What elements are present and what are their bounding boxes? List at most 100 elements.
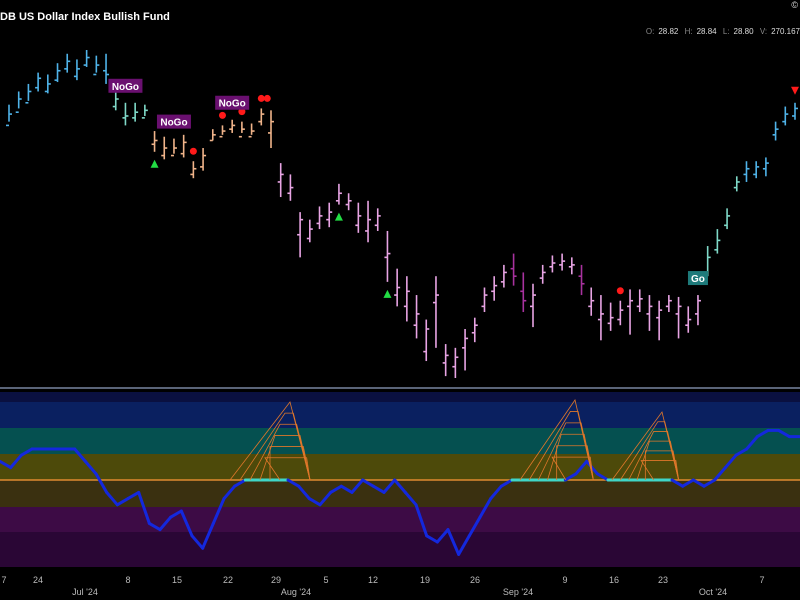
open-label: O:: [645, 27, 655, 36]
oscillator-segment: [201, 521, 215, 550]
go-up-triangle: [383, 289, 392, 298]
oscillator-segment: [361, 478, 375, 488]
oscillator-segment: [147, 521, 162, 532]
oscillator-segment: [126, 490, 141, 501]
chart-title: DB US Dollar Index Bullish Fund: [0, 11, 170, 23]
oscillator-segment: [339, 484, 354, 494]
x-tick-label: 7: [1, 575, 6, 585]
oscillator-segment: [211, 497, 226, 525]
oscillator-segment: [83, 459, 98, 476]
oscillator-segment: [574, 459, 589, 476]
x-tick-label: 26: [470, 575, 480, 585]
oscillator-segment: [297, 484, 311, 501]
oscillator-segment: [499, 478, 514, 488]
squeeze-fan: [556, 445, 594, 481]
oscillator-segment: [73, 447, 87, 463]
oscillator-segment: [0, 459, 13, 470]
x-tick-label: Aug '24: [281, 587, 311, 597]
oscillator-segment: [350, 478, 365, 494]
oscillator-segment: [371, 484, 386, 494]
squeeze-fan: [644, 450, 680, 481]
trend-label-box: [156, 114, 191, 129]
oscillator-segment: [179, 509, 194, 538]
oscillator-segment: [382, 478, 397, 494]
oscillator-segment: [318, 490, 333, 507]
trend-label-box: [687, 271, 708, 286]
oscillator-segment: [777, 428, 791, 439]
oscillator-segment: [222, 484, 237, 501]
oscillator-segment: [307, 497, 322, 507]
oscillator-segment: [286, 478, 301, 488]
countertrend-dot: [263, 94, 271, 102]
squeeze-fan: [551, 456, 594, 481]
x-tick-label: 15: [172, 575, 182, 585]
oscillator-segment: [105, 490, 119, 507]
x-tick-label: Sep '24: [503, 587, 533, 597]
trend-label-box: [108, 78, 143, 93]
x-tick-label: 5: [323, 575, 328, 585]
x-tick-label: 8: [125, 575, 130, 585]
oscillator-segment: [467, 515, 482, 538]
trend-label-text: NoGo: [112, 82, 139, 93]
trend-label-text: Go: [691, 274, 705, 285]
x-tick-label: 7: [759, 575, 764, 585]
x-tick-label: 16: [609, 575, 619, 585]
x-tick-label: 23: [658, 575, 668, 585]
high-value: 28.84: [696, 27, 717, 36]
squeeze-fan: [264, 457, 311, 481]
oscillator-segment: [329, 484, 343, 494]
copyright-mark: ©: [791, 0, 798, 10]
oscillator-segment: [446, 528, 461, 556]
oscillator-band: [0, 402, 800, 428]
countertrend-dot: [189, 147, 197, 155]
oscillator-segment: [457, 534, 471, 556]
oscillator-segment: [435, 528, 450, 544]
x-tick-label: Oct '24: [699, 587, 727, 597]
oscillator-segment: [414, 503, 429, 538]
x-tick-label: 29: [271, 575, 281, 585]
oscillator-segment: [745, 435, 759, 451]
oscillator-segment: [19, 447, 34, 457]
countertrend-dot: [616, 287, 624, 295]
oscillator-band: [0, 428, 800, 454]
oscillator-segment: [158, 515, 173, 532]
oscillator-segment: [702, 478, 717, 488]
x-tick-label: 12: [368, 575, 378, 585]
oscillator-segment: [563, 472, 578, 482]
oscillator-band: [0, 392, 800, 402]
oscillator-segment: [137, 490, 151, 525]
volume-label: V:: [759, 27, 768, 36]
oscillator-segment: [393, 478, 407, 494]
volume-value: 270.167: [771, 27, 800, 36]
trend-label-box: [215, 95, 250, 110]
oscillator-segment: [9, 453, 23, 470]
x-tick-label: Jul '24: [72, 587, 98, 597]
oscillator-segment: [169, 509, 183, 519]
countertrend-dot: [257, 94, 265, 102]
go-down-triangle: [791, 86, 799, 95]
open-value: 28.82: [658, 27, 679, 36]
oscillator-band: [0, 507, 800, 532]
oscillator-segment: [691, 478, 706, 488]
x-tick-label: 19: [420, 575, 430, 585]
oscillator-segment: [670, 478, 685, 488]
squeeze-fan: [269, 446, 311, 481]
oscillator-band: [0, 532, 800, 567]
oscillator-band: [0, 454, 800, 480]
x-tick-label: 9: [562, 575, 567, 585]
squeeze-fan: [640, 460, 680, 481]
oscillator-segment: [115, 497, 130, 507]
oscillator-segment: [755, 428, 770, 439]
oscillator-segment: [478, 497, 493, 519]
trend-label-text: NoGo: [160, 118, 187, 129]
x-tick-label: 22: [223, 575, 233, 585]
oscillator-segment: [734, 447, 749, 457]
high-label: H:: [684, 27, 693, 36]
low-value: 28.80: [733, 27, 754, 36]
oscillator-segment: [233, 478, 247, 488]
go-up-triangle: [334, 212, 343, 221]
low-label: L:: [722, 27, 730, 36]
oscillator-segment: [489, 484, 503, 501]
ohlc-readout: O: 28.82 H: 28.84 L: 28.80 V: 270.167: [642, 27, 800, 36]
